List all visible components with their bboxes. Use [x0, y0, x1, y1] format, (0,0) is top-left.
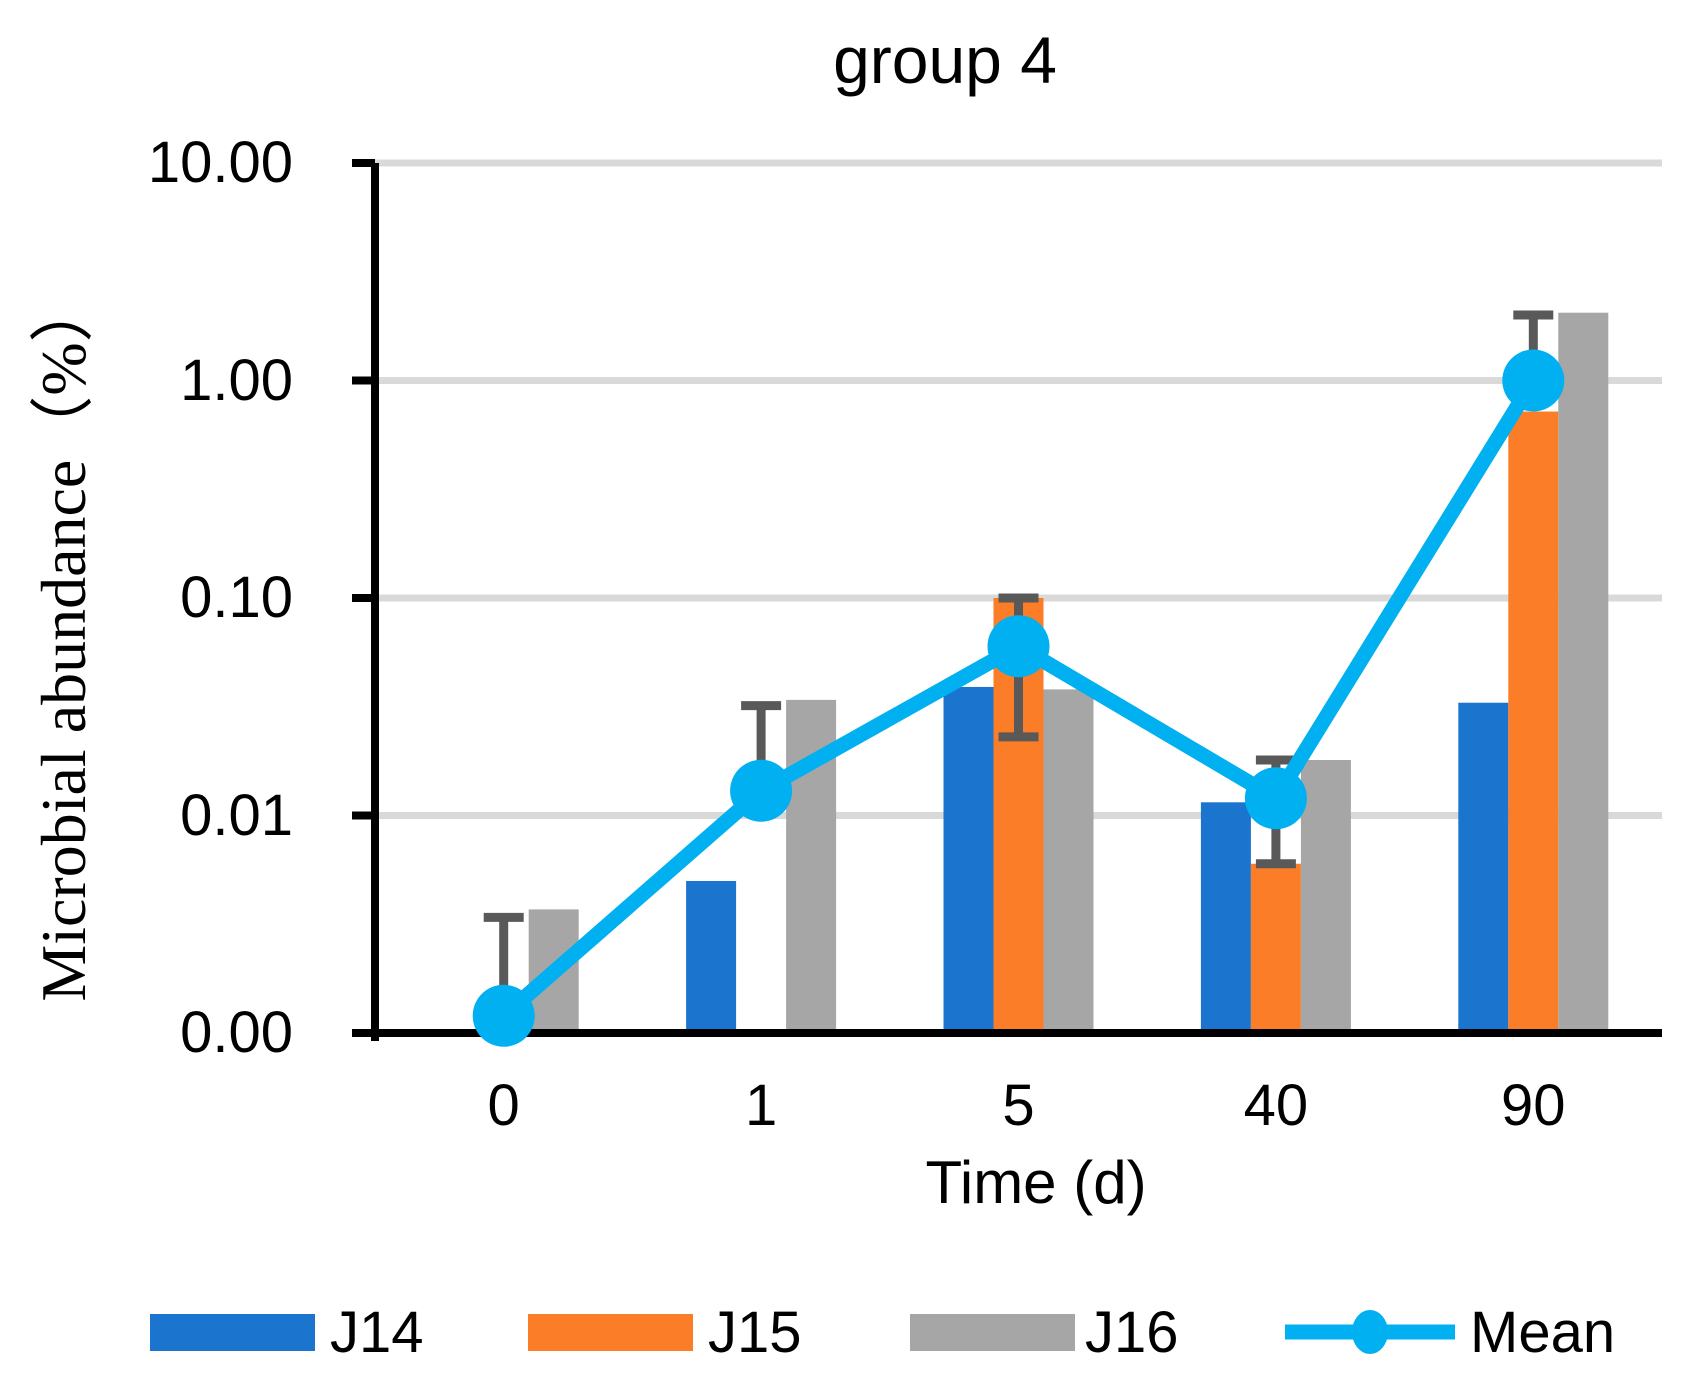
mean-marker-t40 [1244, 767, 1307, 830]
y-axis-tick [352, 811, 375, 820]
y-tick-label: 0.01 [180, 782, 293, 848]
mean-line-icon [1285, 1310, 1455, 1354]
mean-marker-t1 [730, 759, 793, 822]
y-tick-label: 0.00 [180, 1000, 293, 1065]
y-tick-label: 10.00 [147, 130, 293, 195]
legend-label-j15: J15 [708, 1300, 802, 1365]
y-axis-tick [352, 376, 375, 385]
bar-J15-t90 [1508, 411, 1559, 1034]
mean-marker-t90 [1502, 349, 1565, 412]
gridline [375, 377, 1662, 384]
y-axis-title: Microbial abundance（%） [28, 278, 99, 1002]
x-tick-label: 90 [1501, 1073, 1566, 1138]
legend-label-j16: J16 [1085, 1300, 1179, 1365]
x-tick-label: 1 [744, 1073, 778, 1138]
mean-marker-t5 [987, 615, 1050, 678]
y-tick-label: 1.00 [180, 347, 293, 413]
y-axis-tick [352, 159, 375, 167]
x-tick-label: 0 [487, 1073, 520, 1138]
bar-J16-t5 [1043, 689, 1094, 1033]
x-tick-label: 5 [1002, 1073, 1035, 1138]
bar-J15-t40 [1250, 863, 1301, 1033]
chart-title: group 4 [833, 23, 1057, 97]
x-axis-line [371, 1029, 1662, 1037]
legend-swatch-j15 [528, 1314, 693, 1351]
gridline [375, 159, 1662, 167]
bar-J16-t90 [1558, 312, 1609, 1033]
mean-marker-t0 [472, 984, 535, 1047]
bar-J14-t5 [943, 686, 994, 1033]
bar-J14-t1 [686, 880, 737, 1033]
bar-J14-t90 [1458, 702, 1509, 1033]
y-tick-label: 0.10 [180, 565, 293, 630]
y-axis-tick [352, 1029, 375, 1037]
bar-J14-t40 [1200, 802, 1251, 1033]
legend-marker-mean [1285, 1297, 1455, 1372]
bar-J16-t40 [1300, 759, 1351, 1033]
legend-label-mean: Mean [1470, 1300, 1616, 1365]
legend-label-j14: J14 [330, 1300, 424, 1365]
legend-swatch-j14 [150, 1314, 315, 1351]
y-axis-tick [352, 594, 375, 602]
x-axis-title: Time (d) [925, 1149, 1147, 1216]
legend-swatch-j16 [910, 1314, 1075, 1351]
x-tick-label: 40 [1243, 1073, 1309, 1138]
